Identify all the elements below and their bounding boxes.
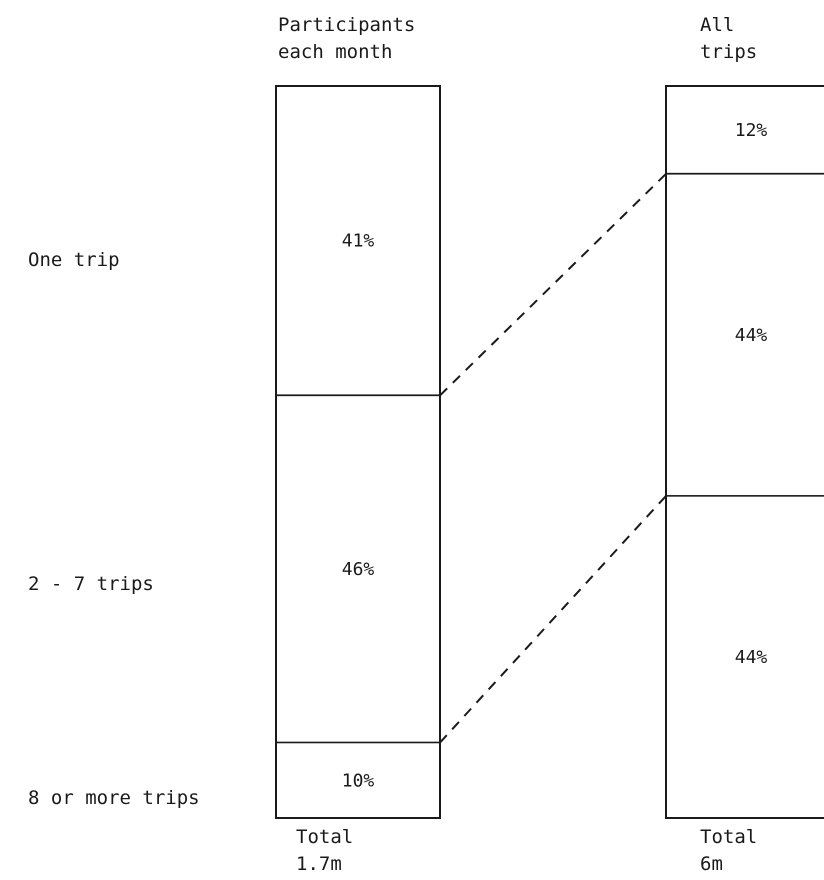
all-trips-total-label: Total <box>700 826 757 848</box>
segment-value-label: 44% <box>735 647 768 668</box>
participants-total-label: Total <box>296 826 353 848</box>
row-label-2-7-trips: 2 - 7 trips <box>28 573 154 595</box>
bar-segment <box>275 741 441 819</box>
participants-bar: 41% 46% 10% <box>275 85 441 819</box>
all-trips-heading-line-1: All <box>700 14 734 36</box>
segment-value-label: 44% <box>735 325 768 346</box>
bar-outline <box>665 85 824 819</box>
participants-total-value: 1.7m <box>296 853 342 875</box>
segment-value-label: 46% <box>342 559 375 580</box>
bar-segment <box>665 173 824 497</box>
segment-value-label: 10% <box>342 770 375 791</box>
participants-heading-line-2: each month <box>278 41 392 63</box>
dashed-connector <box>439 173 667 397</box>
bar-segment <box>275 394 441 744</box>
all-trips-heading-line-2: trips <box>700 41 757 63</box>
bar-segment <box>275 85 441 397</box>
bar-outline <box>275 85 441 819</box>
all-trips-bar: 12% 44% 44% <box>665 85 824 819</box>
segment-value-label: 12% <box>735 120 768 141</box>
row-label-8-or-more-trips: 8 or more trips <box>28 787 200 809</box>
row-label-one-trip: One trip <box>28 249 120 271</box>
all-trips-total-value: 6m <box>700 853 723 875</box>
dashed-connectors <box>439 173 667 744</box>
segment-value-label: 41% <box>342 231 375 252</box>
participants-heading-line-1: Participants <box>278 14 415 36</box>
dashed-connector <box>439 495 667 744</box>
